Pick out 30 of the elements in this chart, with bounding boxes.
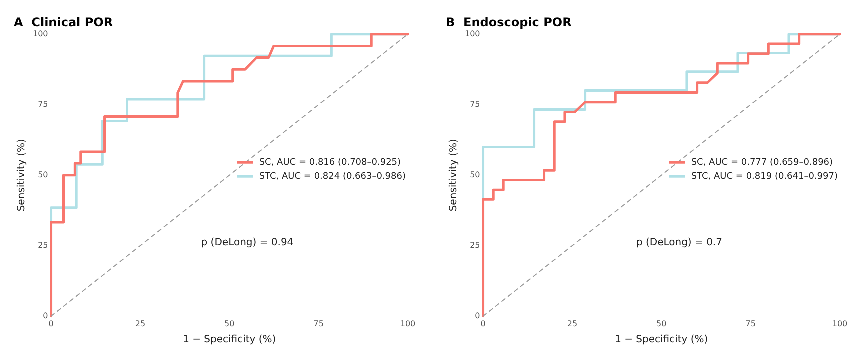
chart-title: B Endoscopic POR [446, 15, 572, 30]
annotation: p (DeLong) = 0.7 [636, 238, 722, 249]
y-tick-label: 25 [470, 240, 480, 250]
x-tick-label: 100 [832, 319, 848, 328]
y-tick-label: 0 [43, 311, 48, 320]
legend-label: SC, AUC = 0.777 (0.659–0.896) [691, 158, 834, 168]
x-tick-label: 100 [400, 319, 416, 328]
chart-title: A Clinical POR [14, 15, 114, 30]
x-tick-label: 50 [656, 319, 667, 328]
x-tick-label: 50 [224, 319, 235, 328]
x-axis-title: 1 − Specificity (%) [615, 334, 708, 346]
y-tick-label: 0 [475, 311, 480, 320]
x-tick-label: 75 [314, 319, 324, 328]
y-tick-label: 100 [464, 29, 480, 38]
x-axis-title: 1 − Specificity (%) [183, 334, 276, 346]
y-tick-label: 75 [38, 100, 48, 109]
y-tick-label: 25 [38, 240, 48, 250]
x-tick-label: 75 [746, 319, 756, 328]
y-tick-label: 75 [470, 100, 480, 109]
y-axis-title: Sensitivity (%) [16, 139, 28, 212]
x-tick-label: 25 [135, 319, 146, 328]
annotation: p (DeLong) = 0.94 [201, 238, 294, 249]
x-tick-label: 25 [567, 319, 578, 328]
y-axis-title: Sensitivity (%) [448, 139, 460, 212]
y-tick-label: 100 [32, 29, 48, 38]
y-tick-label: 50 [38, 170, 48, 180]
y-tick-label: 50 [470, 170, 480, 180]
legend-label: STC, AUC = 0.824 (0.663–0.986) [259, 172, 406, 182]
legend-label: STC, AUC = 0.819 (0.641–0.997) [691, 172, 838, 182]
legend-label: SC, AUC = 0.816 (0.708–0.925) [259, 158, 402, 168]
